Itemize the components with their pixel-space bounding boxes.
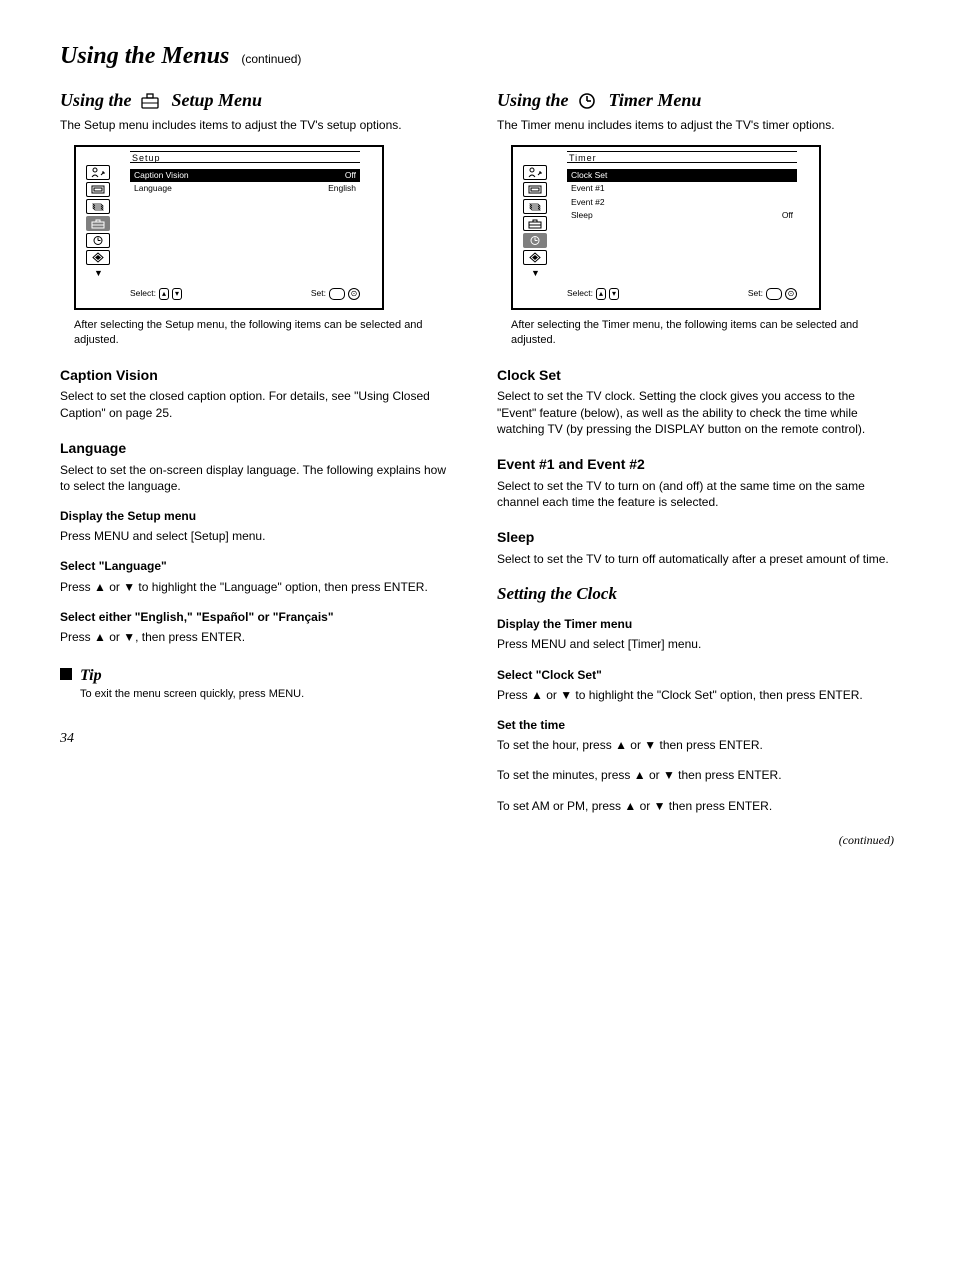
osd-icon-frame	[86, 182, 110, 197]
setup-osd-row: Language English	[130, 182, 360, 195]
lang-step2-body: Press ▲ or ▼ to highlight the "Language"…	[60, 579, 457, 595]
tip-row: Tip To exit the menu screen quickly, pre…	[60, 665, 457, 701]
osd-scroll-down-icon: ▼	[94, 267, 120, 279]
osd-icon-person	[523, 165, 547, 180]
timer-menu-heading-row: Using the Timer Menu	[497, 88, 894, 112]
setup-osd-row: Caption Vision Off	[130, 169, 360, 182]
timer-after-intro: After selecting the Timer menu, the foll…	[511, 318, 894, 348]
osd-icon-briefcase	[523, 216, 547, 231]
setup-intro: The Setup menu includes items to adjust …	[60, 117, 457, 133]
lang-step1-body: Press MENU and select [Setup] menu.	[60, 528, 457, 544]
page-title: Using the Menus (continued)	[60, 43, 301, 69]
setup-osd-content: Caption Vision Off Language English	[130, 169, 360, 196]
timer-osd-row: Event #2	[567, 196, 797, 209]
caption-vision-text: Select to set the closed caption option.…	[60, 388, 457, 420]
up-key-icon: ▴	[596, 288, 606, 300]
lang-step3-title: Select either "English," "Español" or "F…	[60, 609, 457, 625]
tip-bullet-icon	[60, 668, 72, 680]
timer-osd-row: SleepOff	[567, 209, 797, 222]
timer-osd-row: Event #1	[567, 182, 797, 195]
osd-icon-clock	[523, 233, 547, 248]
lang-step1-title: Display the Setup menu	[60, 508, 457, 524]
setup-menu-heading-row: Using the Setup Menu	[60, 88, 457, 112]
setup-menu-heading-2: Setup Menu	[172, 88, 263, 112]
osd-icon-stack	[523, 199, 547, 214]
timer-menu-heading: Using the	[497, 88, 569, 112]
caption-vision-heading: Caption Vision	[60, 366, 457, 385]
continued-label: (continued)	[497, 832, 894, 848]
page-subtitle: (continued)	[241, 52, 301, 66]
tip-text: To exit the menu screen quickly, press M…	[80, 687, 304, 702]
sleep-heading: Sleep	[497, 528, 894, 547]
events-heading: Event #1 and Event #2	[497, 455, 894, 474]
clock-step1-body: Press MENU and select [Timer] menu.	[497, 636, 894, 652]
setup-osd-sidebar: ▼	[86, 165, 120, 279]
joystick-key-icon: ⊙	[785, 288, 797, 300]
clock-step3-body-1: To set the hour, press ▲ or ▼ then press…	[497, 737, 894, 753]
lang-step3-body: Press ▲ or ▼, then press ENTER.	[60, 629, 457, 645]
language-text: Select to set the on-screen display lang…	[60, 462, 457, 494]
setup-osd-screen: Setup ▼ Caption Vision Off Language Engl…	[74, 145, 384, 310]
down-key-icon: ▾	[609, 288, 619, 300]
timer-osd-row: Clock Set	[567, 169, 797, 182]
clock-step2-title: Select "Clock Set"	[497, 667, 894, 683]
left-column: Using the Setup Menu The Setup menu incl…	[60, 72, 457, 848]
timer-osd-screen: Timer ▼ Clock Set Event #1 Event #2 Slee…	[511, 145, 821, 310]
timer-osd-sidebar: ▼	[523, 165, 557, 279]
language-heading: Language	[60, 439, 457, 458]
osd-icon-frame	[523, 182, 547, 197]
sleep-text: Select to set the TV to turn off automat…	[497, 551, 894, 567]
osd-icon-briefcase	[86, 216, 110, 231]
timer-menu-heading-2: Timer Menu	[609, 88, 702, 112]
osd-icon-person	[86, 165, 110, 180]
clock-step3-title: Set the time	[497, 717, 894, 733]
osd-icon-clock	[86, 233, 110, 248]
clock-step3-body-3: To set AM or PM, press ▲ or ▼ then press…	[497, 798, 894, 814]
joystick-key-icon: ⊙	[348, 288, 360, 300]
clock-icon	[577, 93, 597, 109]
setting-clock-heading: Setting the Clock	[497, 583, 894, 606]
enter-key-icon	[329, 288, 345, 300]
setup-osd-title: Setup	[130, 151, 360, 163]
tip-label: Tip	[80, 665, 304, 687]
enter-key-icon	[766, 288, 782, 300]
osd-icon-diamond	[523, 250, 547, 265]
clock-step3-body-2: To set the minutes, press ▲ or ▼ then pr…	[497, 767, 894, 783]
setup-menu-heading: Using the	[60, 88, 132, 112]
timer-intro: The Timer menu includes items to adjust …	[497, 117, 894, 133]
osd-icon-diamond	[86, 250, 110, 265]
clock-step2-body: Press ▲ or ▼ to highlight the "Clock Set…	[497, 687, 894, 703]
osd-scroll-down-icon: ▼	[531, 267, 557, 279]
page-number: 34	[60, 730, 457, 749]
timer-osd-content: Clock Set Event #1 Event #2 SleepOff	[567, 169, 797, 223]
setup-osd-footer: Select: ▴ ▾ Set: ⊙	[130, 288, 360, 300]
page-title-row: Using the Menus (continued)	[60, 40, 894, 72]
osd-icon-stack	[86, 199, 110, 214]
clockset-text: Select to set the TV clock. Setting the …	[497, 388, 894, 437]
briefcase-icon	[140, 93, 160, 109]
events-text: Select to set the TV to turn on (and off…	[497, 478, 894, 510]
clockset-heading: Clock Set	[497, 366, 894, 385]
right-column: Using the Timer Menu The Timer menu incl…	[497, 72, 894, 848]
timer-osd-title: Timer	[567, 151, 797, 163]
up-key-icon: ▴	[159, 288, 169, 300]
lang-step2-title: Select "Language"	[60, 558, 457, 574]
clock-step1-title: Display the Timer menu	[497, 616, 894, 632]
setup-after-intro: After selecting the Setup menu, the foll…	[74, 318, 457, 348]
down-key-icon: ▾	[172, 288, 182, 300]
timer-osd-footer: Select: ▴ ▾ Set: ⊙	[567, 288, 797, 300]
